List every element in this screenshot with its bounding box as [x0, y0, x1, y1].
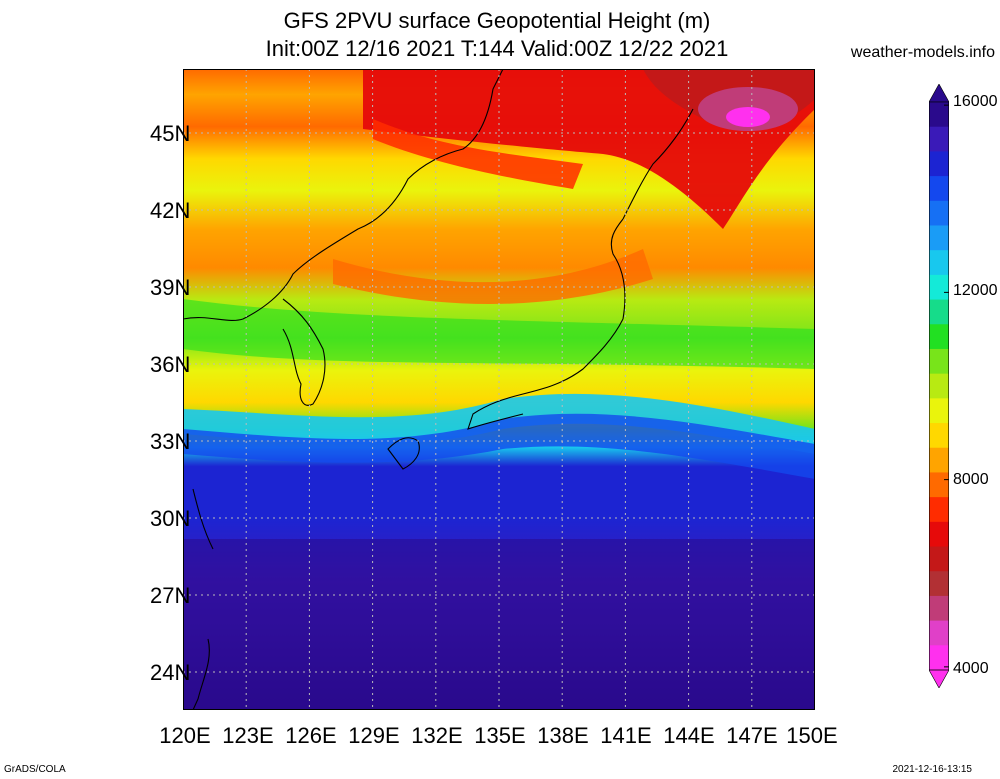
colorbar-segment — [929, 348, 949, 375]
footer-software: GrADS/COLA — [4, 764, 66, 775]
colorbar-segment — [929, 472, 949, 498]
lon-label: 126E — [285, 723, 337, 748]
lat-label: 24N — [150, 660, 191, 685]
colorbar-bottom-arrow — [929, 669, 949, 688]
map-panel — [183, 69, 815, 710]
source-label: weather-models.info — [850, 44, 995, 61]
footer-timestamp: 2021-12-16-13:15 — [892, 764, 972, 775]
colorbar-segment — [929, 546, 949, 572]
lon-label: 138E — [537, 723, 589, 748]
colorbar-segment — [929, 521, 949, 548]
colorbar-segment — [929, 176, 949, 202]
colorbar-frame — [929, 101, 949, 671]
colorbar-segment — [929, 200, 949, 226]
lat-label: 33N — [150, 429, 191, 454]
title-line-1: GFS 2PVU surface Geopotential Height (m) — [283, 8, 711, 33]
colorbar-segment — [929, 151, 949, 177]
lat-label: 42N — [150, 198, 191, 223]
colorbar-top-arrow — [929, 84, 949, 103]
coastlines — [183, 69, 694, 710]
lon-label: 141E — [600, 723, 652, 748]
lon-label: 123E — [222, 723, 274, 748]
lon-label: 120E — [159, 723, 211, 748]
colorbar-segment — [929, 102, 949, 128]
lat-label: 27N — [150, 583, 191, 608]
colorbar-segment — [929, 620, 949, 646]
lon-label: 150E — [786, 723, 838, 748]
colorbar-label: 16000 — [953, 93, 998, 110]
colorbar-segment — [929, 571, 949, 597]
colorbar-segment — [929, 225, 949, 251]
colorbar-segment — [929, 250, 949, 276]
lon-label: 144E — [663, 723, 715, 748]
colorbar-label: 12000 — [953, 282, 998, 299]
title-line-2: Init:00Z 12/16 2021 T:144 Valid:00Z 12/2… — [265, 36, 729, 61]
lon-label: 147E — [726, 723, 778, 748]
lon-label: 129E — [348, 723, 400, 748]
lon-label: 135E — [474, 723, 526, 748]
lat-label: 39N — [150, 275, 191, 300]
colorbar-segment — [929, 645, 949, 671]
colorbar-segment — [929, 373, 949, 399]
colorbar-segment — [929, 497, 949, 523]
lon-label: 132E — [411, 723, 463, 748]
colorbar-label: 8000 — [953, 471, 989, 488]
colorbar-segment — [929, 423, 949, 449]
colorbar-segment — [929, 595, 949, 622]
grid-lines — [183, 69, 815, 710]
colorbar-segment — [929, 299, 949, 325]
lat-label: 36N — [150, 352, 191, 377]
lat-label: 45N — [150, 121, 191, 146]
colorbar-label: 4000 — [953, 660, 989, 677]
lat-label: 30N — [150, 506, 191, 531]
colorbar-segment — [929, 274, 949, 301]
colorbar-segment — [929, 447, 949, 473]
colorbar-segment — [929, 324, 949, 350]
colorbar-segment — [929, 126, 949, 152]
colorbar — [929, 84, 949, 688]
colorbar-segment — [929, 398, 949, 424]
